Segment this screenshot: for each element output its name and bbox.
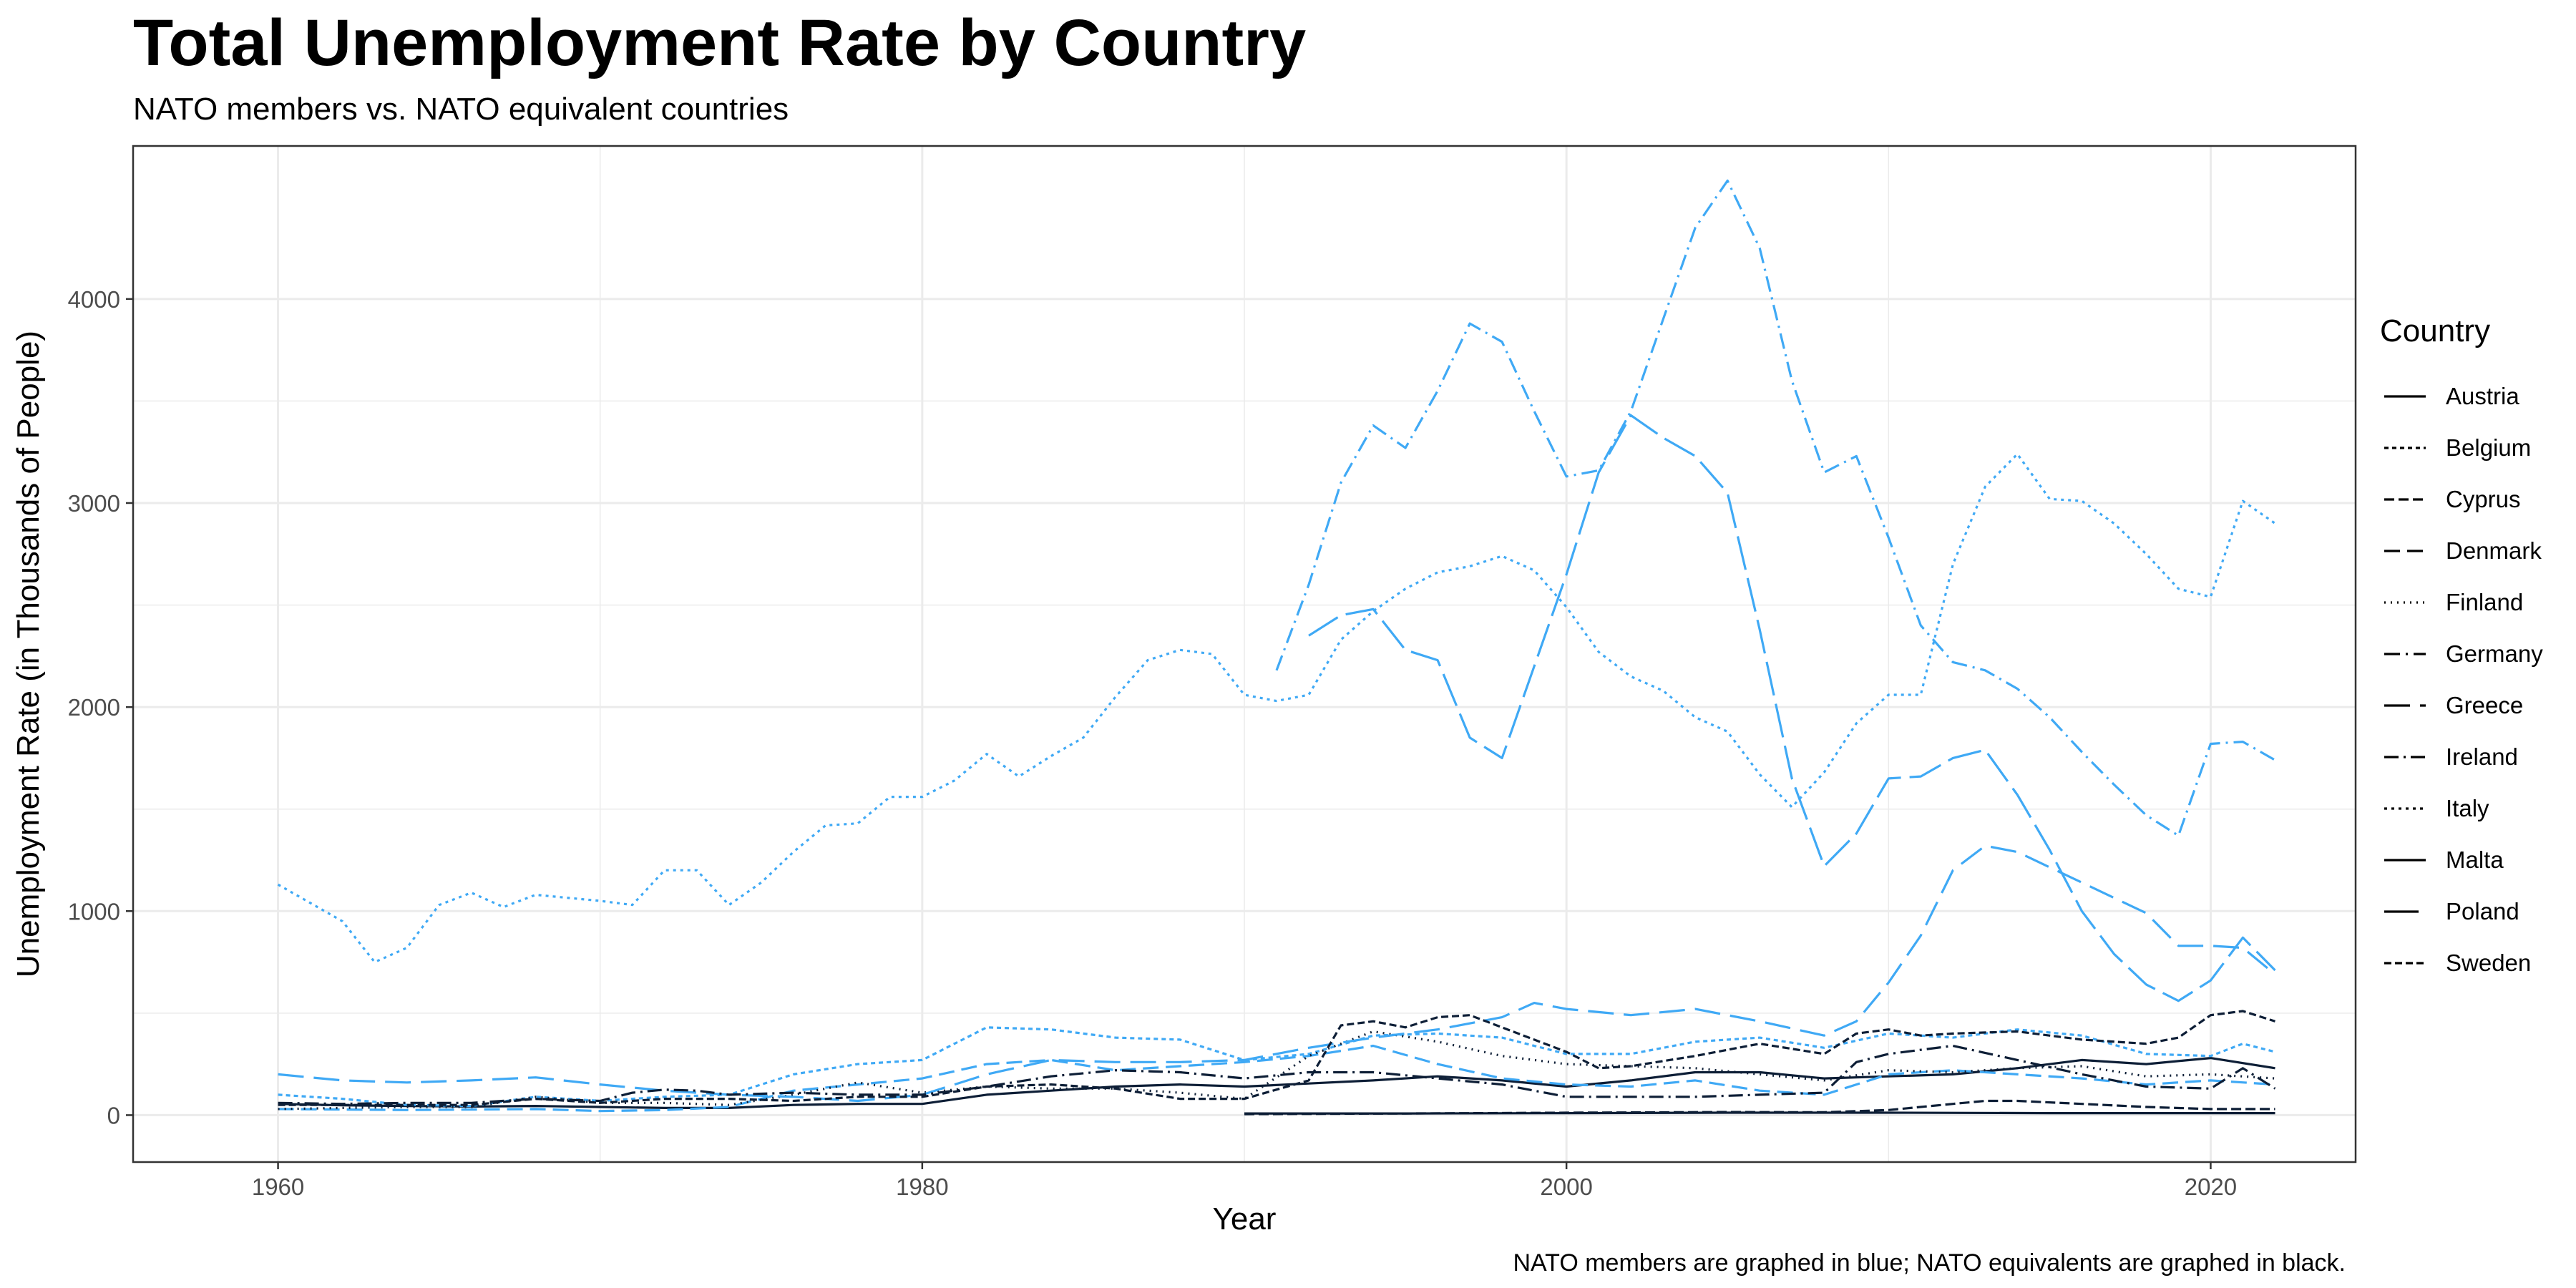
legend-label: Denmark <box>2446 537 2542 564</box>
legend-key <box>2384 756 2426 758</box>
y-tick-label: 0 <box>107 1102 120 1128</box>
series-line-denmark <box>278 1044 2275 1113</box>
legend-item-greece: Greece <box>2380 680 2543 731</box>
legend-item-poland: Poland <box>2380 886 2543 937</box>
legend-label: Germany <box>2446 640 2543 667</box>
series-line-ireland <box>278 1044 2276 1106</box>
x-tick-label: 1960 <box>252 1174 304 1200</box>
legend-item-austria: Austria <box>2380 371 2543 422</box>
legend-item-cyprus: Cyprus <box>2380 474 2543 525</box>
legend-key <box>2384 601 2426 604</box>
series-line-finland <box>278 1030 2275 1111</box>
legend-key <box>2384 859 2426 862</box>
legend-key <box>2384 704 2426 707</box>
series-line-poland <box>1308 414 2276 1002</box>
y-tick-label: 2000 <box>68 694 120 721</box>
axes: 1960 1980 2000 2020 0 1000 2000 3000 4000 <box>68 286 2238 1200</box>
legend-label: Malta <box>2446 847 2504 873</box>
legend-key <box>2384 395 2426 398</box>
legend-key <box>2384 550 2426 552</box>
series-line-belgium <box>278 1026 2275 1108</box>
legend-key <box>2384 447 2426 449</box>
y-axis-label: Unemployment Rate (in Thousands of Peopl… <box>11 331 46 977</box>
legend-label: Italy <box>2446 795 2489 821</box>
series-line-germany <box>1275 179 2276 837</box>
series-line-greece <box>278 844 2276 1103</box>
legend-key <box>2384 653 2426 655</box>
legend-item-malta: Malta <box>2380 834 2543 886</box>
legend-item-belgium: Belgium <box>2380 422 2543 474</box>
legend-title: Country <box>2380 313 2491 348</box>
legend-label: Sweden <box>2446 950 2532 976</box>
series-line-sweden <box>278 1010 2275 1106</box>
legend-label: Poland <box>2446 898 2519 924</box>
legend-item-ireland: Ireland <box>2380 731 2543 783</box>
legend-item-germany: Germany <box>2380 628 2543 680</box>
x-axis-label: Year <box>1213 1201 1277 1236</box>
legend-item-italy: Italy <box>2380 783 2543 834</box>
legend-key <box>2384 962 2426 965</box>
x-tick-label: 1980 <box>896 1174 948 1200</box>
chart-caption: NATO members are graphed in blue; NATO e… <box>1513 1249 2346 1277</box>
y-tick-label: 4000 <box>68 286 120 313</box>
chart-subtitle: NATO members vs. NATO equivalent countri… <box>133 92 789 127</box>
y-tick-label: 1000 <box>68 898 120 924</box>
panel-border <box>132 145 2357 1163</box>
x-tick-label: 2020 <box>2185 1174 2237 1200</box>
series-line-austria <box>278 1057 2275 1109</box>
y-tick-label: 3000 <box>68 490 120 517</box>
legend-label: Ireland <box>2446 743 2518 770</box>
legend-key <box>2384 910 2426 913</box>
grid <box>133 146 2356 1162</box>
legend-key <box>2384 807 2426 810</box>
x-tick-label: 2000 <box>1540 1174 1592 1200</box>
legend-label: Austria <box>2446 383 2519 409</box>
legend-item-sweden: Sweden <box>2380 937 2543 989</box>
legend-items: Austria Belgium Cyprus Denmark Finland German… <box>2380 371 2543 989</box>
legend-label: Greece <box>2446 692 2524 718</box>
legend-label: Finland <box>2446 589 2524 615</box>
chart-title: Total Unemployment Rate by Country <box>133 6 1307 79</box>
legend: Country Austria Belgium Cyprus Denmark Finla… <box>2380 313 2543 989</box>
series-lines <box>277 179 2276 1116</box>
legend-item-denmark: Denmark <box>2380 525 2543 577</box>
legend-key <box>2384 498 2426 501</box>
legend-item-finland: Finland <box>2380 577 2543 628</box>
legend-label: Belgium <box>2446 434 2532 461</box>
legend-label: Cyprus <box>2446 486 2521 512</box>
